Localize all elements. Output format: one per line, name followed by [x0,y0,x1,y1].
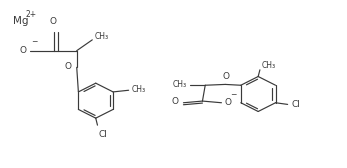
Text: −: − [230,90,236,99]
Text: O: O [20,46,27,55]
Text: CH₃: CH₃ [173,80,187,89]
Text: CH₃: CH₃ [262,61,276,70]
Text: O: O [222,72,229,81]
Text: −: − [31,37,37,46]
Text: CH₃: CH₃ [95,32,109,41]
Text: Mg: Mg [13,16,28,26]
Text: Cl: Cl [99,130,108,139]
Text: CH₃: CH₃ [132,85,145,94]
Text: O: O [225,98,232,107]
Text: Cl: Cl [292,100,301,109]
Text: O: O [171,97,178,106]
Text: O: O [49,17,56,26]
Text: 2+: 2+ [26,10,37,19]
Text: O: O [65,62,71,71]
